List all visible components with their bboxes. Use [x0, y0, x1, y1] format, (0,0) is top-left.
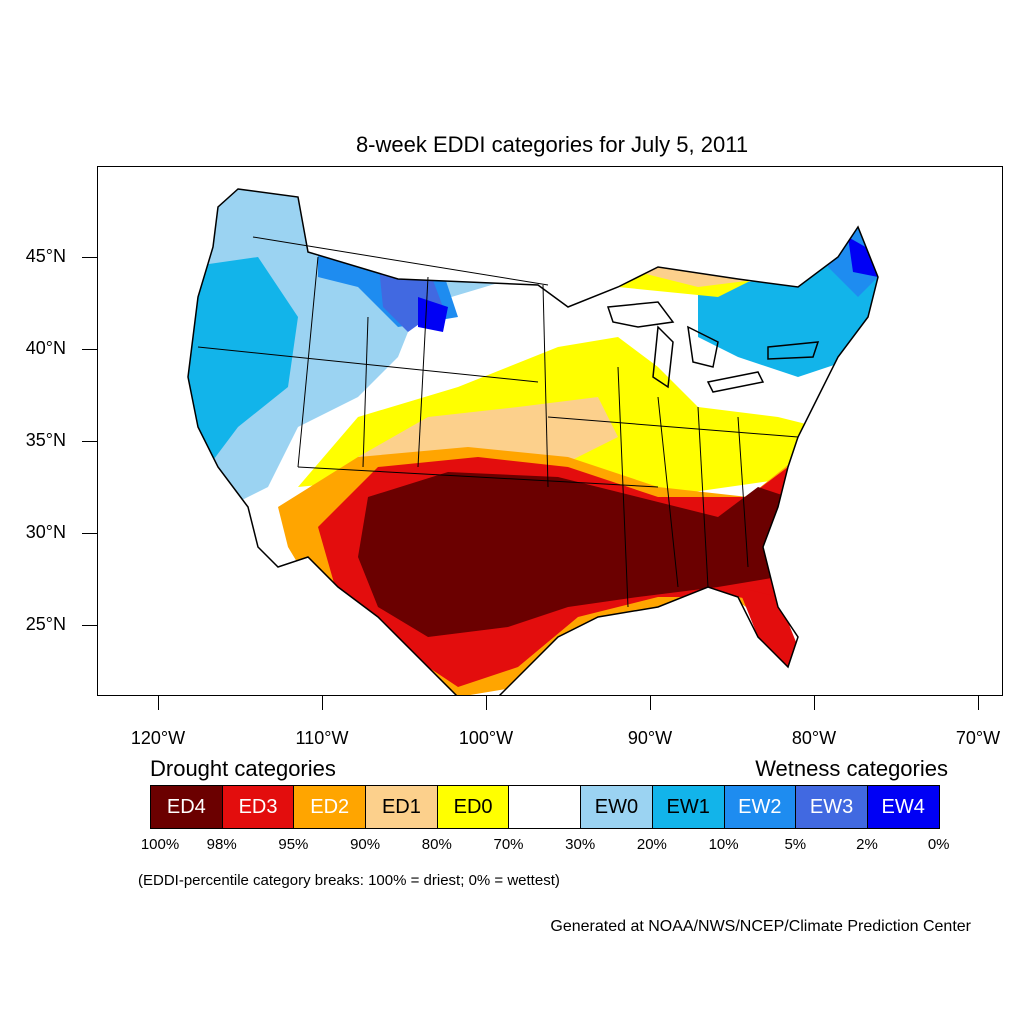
legend-break-label: 0%	[927, 836, 950, 853]
legend-break-label: 95%	[278, 836, 309, 853]
eddi-fields	[188, 189, 878, 695]
x-tick-label: 110°W	[295, 728, 349, 748]
category-legend: ED4 ED3 ED2 ED1 ED0 EW0 EW1 EW2 EW3 EW4	[150, 785, 940, 829]
legend-break-label: 90%	[350, 836, 381, 853]
y-tick	[82, 257, 97, 258]
y-tick	[82, 441, 97, 442]
y-tick	[82, 533, 97, 534]
y-tick-label: 25°N	[25, 614, 66, 634]
y-tick	[82, 349, 97, 350]
legend-ed4: ED4	[150, 785, 223, 829]
x-tick-label: 70°W	[955, 728, 1001, 748]
legend-break-label: 10%	[708, 836, 739, 853]
y-tick-label: 35°N	[25, 430, 66, 450]
x-tick-label: 90°W	[627, 728, 673, 748]
legend-ew2: EW2	[723, 785, 797, 829]
legend-break-label: 70%	[493, 836, 524, 853]
legend-break-label: 5%	[784, 836, 807, 853]
x-tick	[158, 696, 159, 710]
legend-break-label: 100%	[140, 836, 180, 853]
y-tick	[82, 625, 97, 626]
legend-ed1: ED1	[365, 785, 438, 829]
x-tick-label: 120°W	[130, 728, 186, 748]
x-tick-label: 80°W	[791, 728, 837, 748]
drought-heading: Drought categories	[150, 756, 336, 781]
x-tick	[486, 696, 487, 710]
legend-break-label: 2%	[856, 836, 878, 853]
legend-break-label: 30%	[565, 836, 596, 853]
x-tick	[978, 696, 979, 710]
legend-ew0: EW0	[580, 785, 653, 829]
legend-break-label: 98%	[206, 836, 237, 853]
map-plot-area	[97, 166, 1003, 696]
great-lakes	[606, 301, 820, 393]
y-tick-label: 40°N	[25, 338, 66, 358]
legend-break-label: 20%	[636, 836, 667, 853]
state-boundaries	[187, 188, 879, 695]
legend-break-label: 80%	[421, 836, 452, 853]
x-tick	[650, 696, 651, 710]
legend-ew1: EW1	[651, 785, 725, 829]
x-tick	[322, 696, 323, 710]
x-tick	[814, 696, 815, 710]
y-tick-label: 30°N	[25, 522, 66, 542]
credit-text: Generated at NOAA/NWS/NCEP/Climate Predi…	[550, 918, 971, 935]
legend-ed3: ED3	[221, 785, 295, 829]
map-title: 8-week EDDI categories for July 5, 2011	[355, 132, 749, 157]
legend-ew4: EW4	[866, 785, 940, 829]
break-note: (EDDI-percentile category breaks: 100% =…	[138, 872, 560, 889]
x-tick-label: 100°W	[458, 728, 514, 748]
legend-ew3: EW3	[795, 785, 868, 829]
wetness-heading: Wetness categories	[755, 756, 948, 781]
legend-ed0: ED0	[436, 785, 510, 829]
eddi-map	[187, 188, 879, 695]
legend-ed2: ED2	[293, 785, 367, 829]
y-tick-label: 45°N	[25, 246, 66, 266]
legend-neutral	[508, 785, 582, 829]
